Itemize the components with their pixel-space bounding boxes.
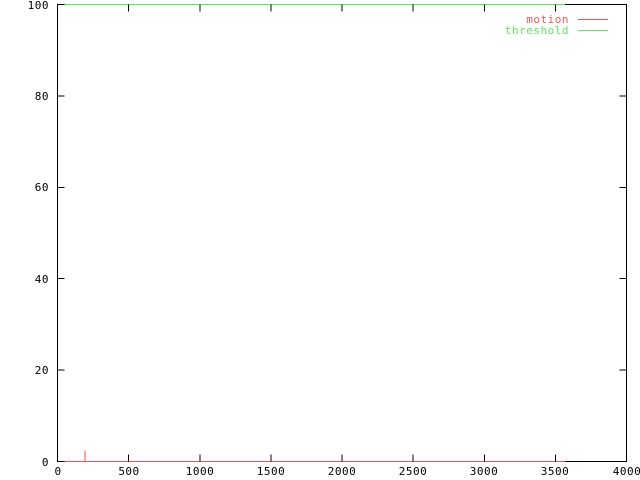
plot-border <box>57 4 627 462</box>
x-tick-label: 3500 <box>540 465 570 478</box>
legend: motion threshold <box>505 14 608 36</box>
x-tick-label: 3000 <box>469 465 499 478</box>
series-motion <box>57 450 566 462</box>
y-tick-label: 0 <box>41 456 49 469</box>
x-tick-label: 500 <box>118 465 140 478</box>
x-tick-label: 0 <box>54 465 62 478</box>
y-tick-label: 40 <box>34 273 49 286</box>
y-tick-label: 80 <box>34 90 49 103</box>
y-tick-label: 20 <box>34 364 49 377</box>
x-tick-label: 1500 <box>256 465 286 478</box>
legend-label-threshold: threshold <box>504 24 569 37</box>
y-tick-label: 60 <box>34 181 49 194</box>
y-tick-label: 100 <box>27 0 49 12</box>
x-tick-label: 2000 <box>327 465 357 478</box>
legend-item-motion: motion <box>505 14 608 25</box>
x-tick-label: 2500 <box>398 465 428 478</box>
legend-label-motion: motion <box>526 13 569 26</box>
x-tick-label: 4000 <box>612 465 640 478</box>
legend-item-threshold: threshold <box>505 25 608 36</box>
x-tick-label: 1000 <box>185 465 215 478</box>
legend-line-sample-motion <box>578 19 608 20</box>
legend-line-sample-threshold <box>578 30 608 31</box>
